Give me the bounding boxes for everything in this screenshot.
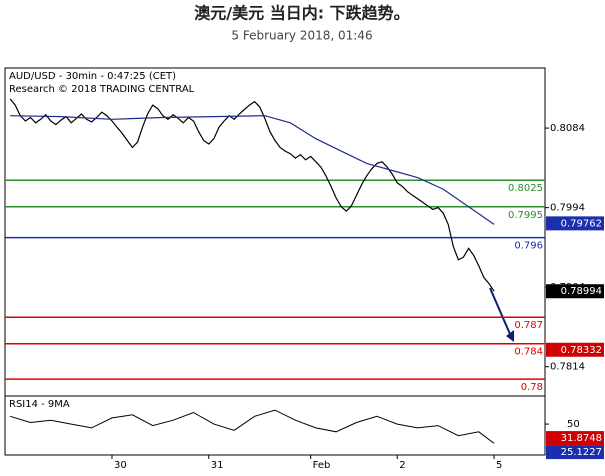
rsi-tag	[546, 431, 604, 446]
forecast-arrowhead	[506, 330, 514, 342]
level-label: 0.787	[514, 320, 543, 331]
x-tick-label: 2	[399, 460, 405, 471]
x-tick-label: 5	[496, 460, 502, 471]
level-label: 0.784	[514, 347, 543, 358]
price-tag	[546, 342, 604, 357]
rsi-tag-label: 31.8748	[561, 433, 602, 444]
price-tag	[546, 216, 604, 231]
x-tick-label: Feb	[313, 460, 331, 471]
price-line	[9, 98, 495, 292]
plot-frame	[4, 67, 546, 456]
rsi-tag-label: 25.1227	[561, 447, 602, 458]
chart-subtitle: 5 February 2018, 01:46	[231, 29, 372, 43]
annotation: Research © 2018 TRADING CENTRAL	[9, 84, 195, 95]
rsi-tick-label: 50	[567, 419, 580, 430]
price-tag-label: 0.79762	[561, 218, 602, 229]
forecast-arrow	[489, 287, 511, 335]
y-tick-label: 0.7814	[550, 362, 585, 373]
rsi-line	[9, 409, 495, 444]
x-tick-label: 31	[211, 460, 224, 471]
level-label: 0.8025	[508, 183, 543, 194]
annotation: AUD/USD - 30min - 0:47:25 (CET)	[9, 71, 176, 82]
level-label: 0.7995	[508, 210, 543, 221]
level-label: 0.796	[514, 241, 543, 252]
price-tag-label: 0.78332	[561, 345, 602, 356]
rsi-tag	[546, 445, 604, 460]
y-tick-label: 0.8084	[550, 123, 585, 134]
price-tag	[546, 284, 604, 299]
price-tag-label: 0.78994	[561, 286, 602, 297]
chart-title: 澳元/美元 当日内: 下跌趋势。	[194, 4, 409, 23]
level-label: 0.78	[521, 382, 543, 393]
y-tick-label: 0.7994	[550, 203, 585, 214]
x-tick-label: 30	[114, 460, 127, 471]
rsi-title: RSI14 - 9MA	[9, 399, 70, 410]
price-line	[10, 115, 495, 225]
